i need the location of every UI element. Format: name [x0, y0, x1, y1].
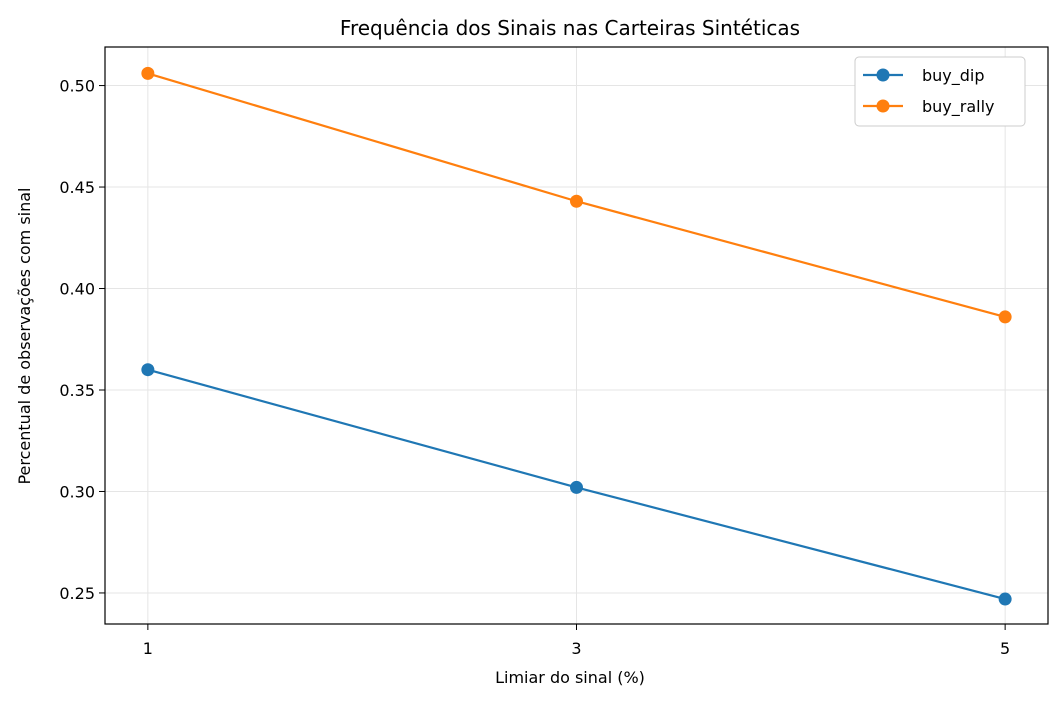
x-tick-label: 3 — [571, 639, 581, 658]
legend-marker — [876, 99, 890, 113]
y-tick-label: 0.40 — [59, 280, 95, 299]
legend-label: buy_rally — [922, 97, 995, 117]
legend-label: buy_dip — [922, 66, 985, 86]
x-axis: 1 3 5 — [143, 624, 1010, 658]
chart-title: Frequência dos Sinais nas Carteiras Sint… — [340, 16, 800, 40]
data-point-buy_dip — [141, 363, 155, 377]
x-tick-label: 1 — [143, 639, 153, 658]
y-tick-label: 0.25 — [59, 584, 95, 603]
data-point-buy_rally — [141, 66, 155, 80]
y-tick-label: 0.50 — [59, 77, 95, 96]
x-tick-label: 5 — [1000, 639, 1010, 658]
legend: buy_dip buy_rally — [854, 56, 1026, 127]
data-point-buy_rally — [570, 194, 583, 208]
y-tick-label: 0.45 — [59, 178, 95, 197]
y-tick-label: 0.35 — [59, 381, 95, 400]
y-tick-label: 0.30 — [59, 482, 95, 501]
data-point-buy_rally — [998, 310, 1012, 324]
series-group — [141, 66, 1012, 606]
data-point-buy_dip — [998, 592, 1012, 606]
x-axis-label: Limiar do sinal (%) — [495, 668, 645, 687]
y-axis: 0.25 0.30 0.35 0.40 0.45 0.50 — [59, 77, 105, 603]
grid — [105, 47, 1048, 624]
data-point-buy_dip — [570, 480, 583, 494]
legend-marker — [876, 68, 890, 82]
y-axis-label: Percentual de observações com sinal — [15, 187, 34, 484]
